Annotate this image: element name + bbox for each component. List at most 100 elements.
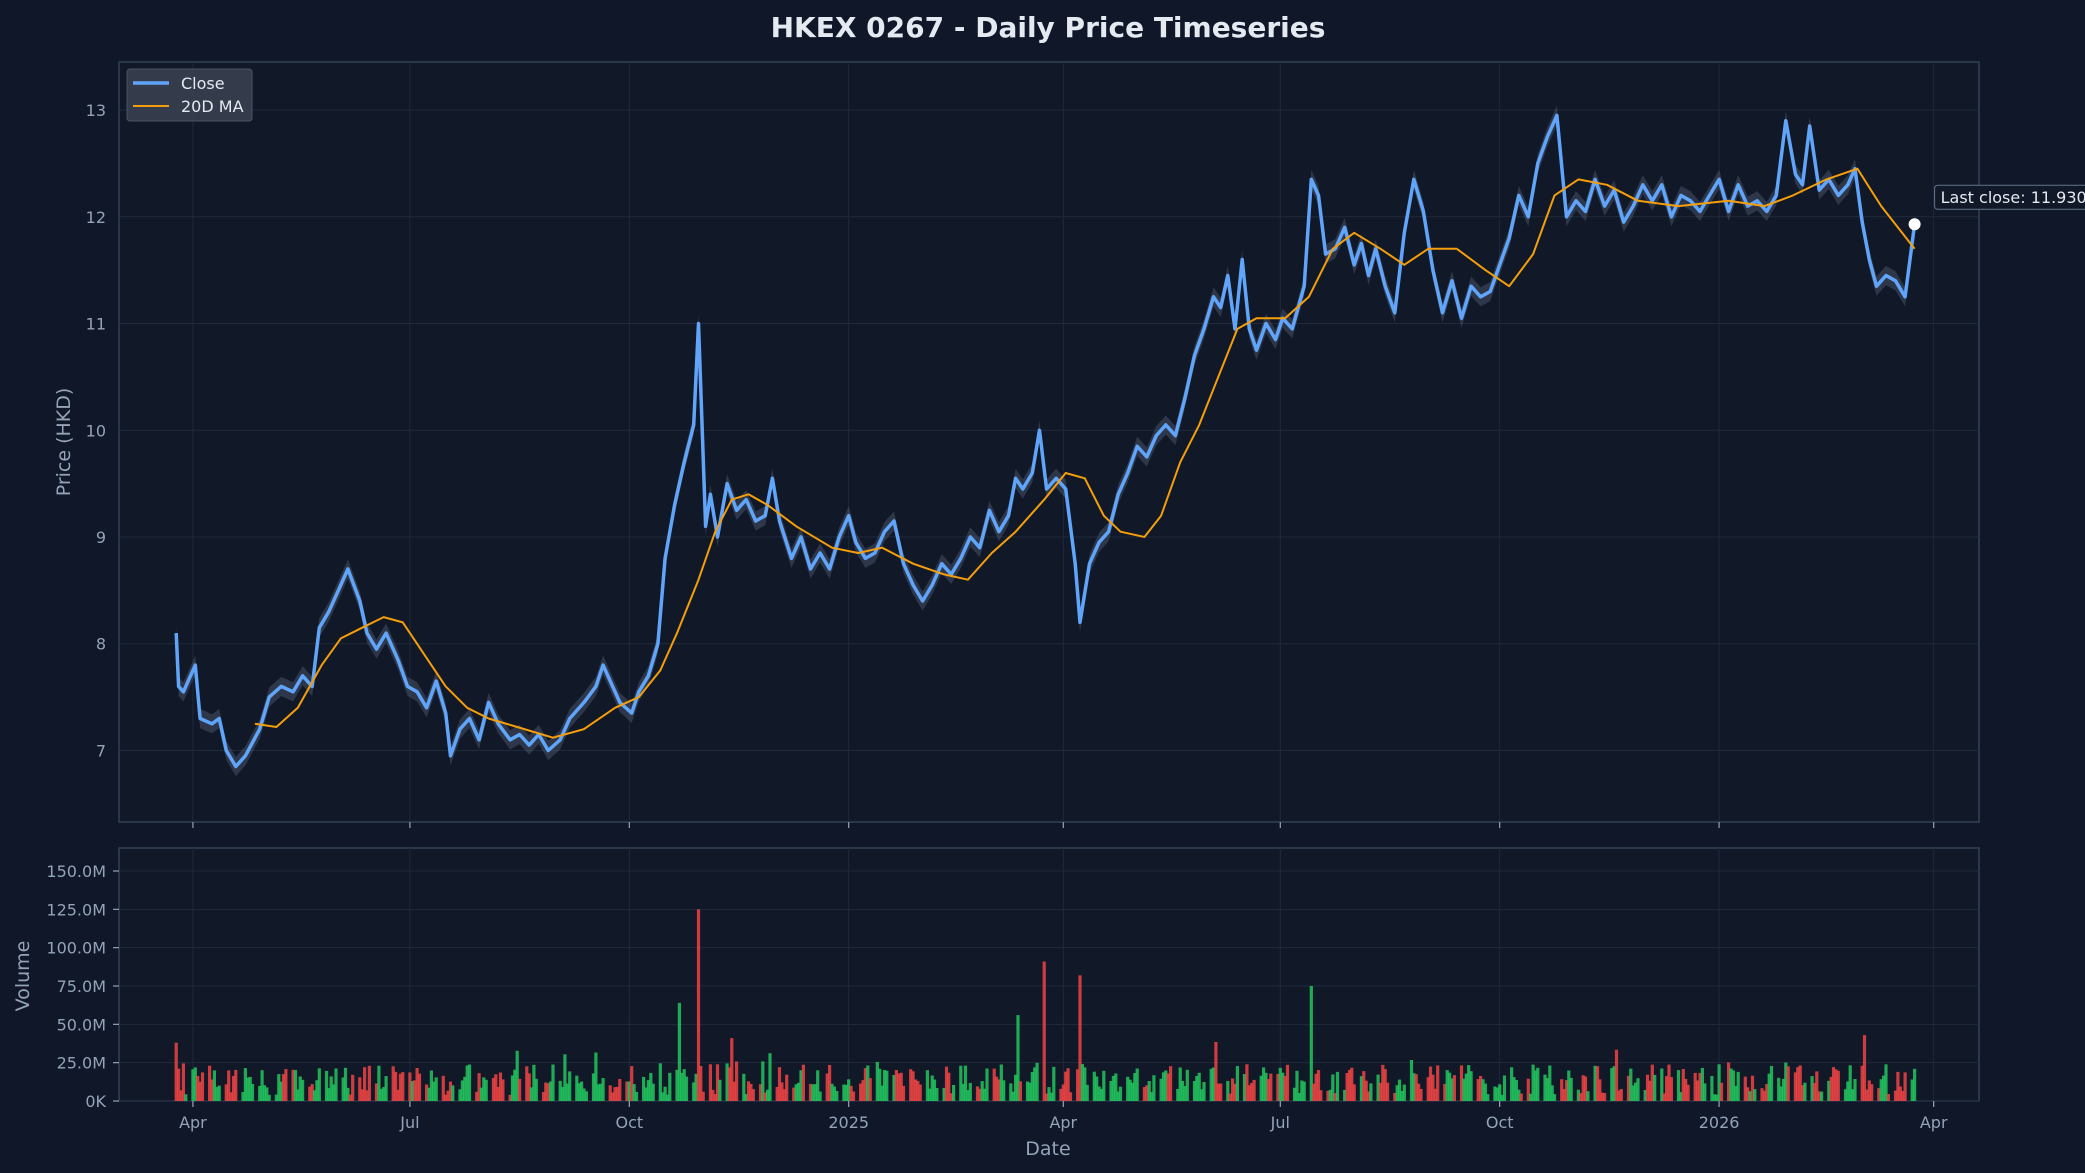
volume-bar	[694, 1073, 698, 1101]
volume-bar	[1302, 1081, 1306, 1101]
volume-bar	[1686, 1084, 1690, 1101]
volume-bar	[830, 1083, 834, 1101]
volume-bar	[501, 1079, 505, 1101]
volume-bar	[367, 1065, 371, 1101]
volume-bar	[584, 1091, 588, 1101]
volume-bar	[611, 1092, 615, 1101]
volume-bar	[1335, 1071, 1340, 1101]
volume-bar	[1419, 1088, 1423, 1101]
volume-bar	[1629, 1068, 1633, 1101]
volume-bar	[1133, 1073, 1137, 1101]
volume-grid	[119, 848, 1979, 1102]
volume-bar	[1865, 1089, 1869, 1101]
volume-bar	[582, 1088, 586, 1101]
volume-bar	[1152, 1075, 1156, 1101]
close-line	[174, 113, 1917, 769]
volume-bar	[1076, 1069, 1080, 1101]
volume-bar	[534, 1078, 538, 1101]
volume-bar	[968, 1082, 972, 1101]
volume-bar	[758, 1084, 763, 1101]
volume-bar	[901, 1085, 906, 1101]
volume-bar	[658, 1063, 662, 1101]
volume-bar	[441, 1075, 445, 1101]
volume-bar	[200, 1072, 205, 1101]
volume-bar	[1679, 1092, 1683, 1101]
volume-bar	[1667, 1064, 1671, 1101]
volume-bar	[994, 1076, 999, 1101]
volume-bar	[1634, 1082, 1638, 1101]
volume-bar	[408, 1072, 412, 1101]
volume-bar	[198, 1081, 202, 1101]
volume-bar	[496, 1087, 500, 1101]
volume-bar	[1035, 1062, 1039, 1101]
volume-bar	[565, 1083, 569, 1101]
volume-bar	[1684, 1078, 1688, 1101]
volume-bar	[1884, 1064, 1888, 1101]
volume-bar	[797, 1082, 801, 1101]
volume-bar	[1052, 1066, 1056, 1101]
volume-bar	[1913, 1068, 1917, 1101]
volume-bar	[1231, 1078, 1235, 1101]
volume-bar	[1166, 1073, 1170, 1101]
volume-bar	[1319, 1090, 1323, 1101]
volume-y-tick-label: 25.0M	[57, 1054, 106, 1073]
volume-bar	[978, 1088, 982, 1101]
volume-bar	[1862, 1035, 1867, 1101]
price-y-tick-label: 8	[96, 635, 106, 654]
volume-bar	[1233, 1083, 1237, 1101]
volume-bar	[1264, 1072, 1268, 1101]
volume-bar	[1247, 1085, 1251, 1101]
volume-bar	[1710, 1076, 1714, 1101]
volume-bar	[365, 1090, 369, 1101]
volume-bar	[262, 1085, 267, 1101]
price-y-axis-label: Price (HKD)	[53, 388, 75, 497]
volume-bar	[966, 1090, 970, 1101]
volume-bar	[241, 1092, 245, 1101]
volume-bar	[494, 1074, 498, 1101]
volume-bar	[518, 1078, 522, 1101]
volume-bar	[227, 1070, 231, 1101]
volume-bar	[1080, 1064, 1084, 1101]
volume-bar	[1266, 1079, 1270, 1101]
volume-bar	[882, 1070, 887, 1101]
volume-bar	[312, 1090, 317, 1101]
volume-bar	[1276, 1074, 1280, 1101]
volume-bar	[1712, 1094, 1716, 1101]
volume-bar	[446, 1090, 450, 1101]
volume-bar	[1343, 1089, 1347, 1101]
price-grid	[119, 62, 1979, 822]
volume-bar	[799, 1070, 803, 1101]
price-y-tick-label: 10	[86, 421, 106, 440]
volume-bar	[1812, 1083, 1817, 1101]
volume-bar	[513, 1069, 517, 1101]
volume-bar	[1681, 1069, 1685, 1101]
legend-label-ma: 20D MA	[181, 97, 244, 116]
volume-bar	[909, 1069, 913, 1101]
volume-bar	[1479, 1076, 1483, 1101]
volume-bar	[394, 1071, 398, 1101]
x-tick-label: Apr	[179, 1113, 207, 1132]
volume-bar	[930, 1075, 934, 1101]
volume-bar	[952, 1085, 956, 1101]
volume-bar	[1519, 1093, 1523, 1101]
volume-bar	[1669, 1077, 1673, 1101]
volume-bar	[708, 1064, 712, 1101]
volume-bar	[1459, 1065, 1464, 1101]
volume-bar	[413, 1080, 417, 1101]
volume-bar	[1064, 1071, 1068, 1101]
volume-bar	[1066, 1068, 1070, 1101]
volume-bar	[1450, 1078, 1454, 1101]
x-tick-label: Oct	[1486, 1113, 1514, 1132]
volume-bar	[780, 1082, 784, 1101]
volume-bar	[1653, 1075, 1657, 1101]
volume-bar	[1662, 1093, 1666, 1101]
volume-bar	[668, 1072, 672, 1101]
volume-bar	[1102, 1070, 1106, 1101]
volume-bar	[1414, 1074, 1418, 1101]
volume-bar	[401, 1072, 405, 1101]
volume-bar	[1259, 1075, 1263, 1101]
volume-bar	[301, 1079, 305, 1101]
volume-bar	[615, 1086, 619, 1101]
volume-bar	[601, 1078, 605, 1101]
volume-bar	[627, 1081, 631, 1101]
